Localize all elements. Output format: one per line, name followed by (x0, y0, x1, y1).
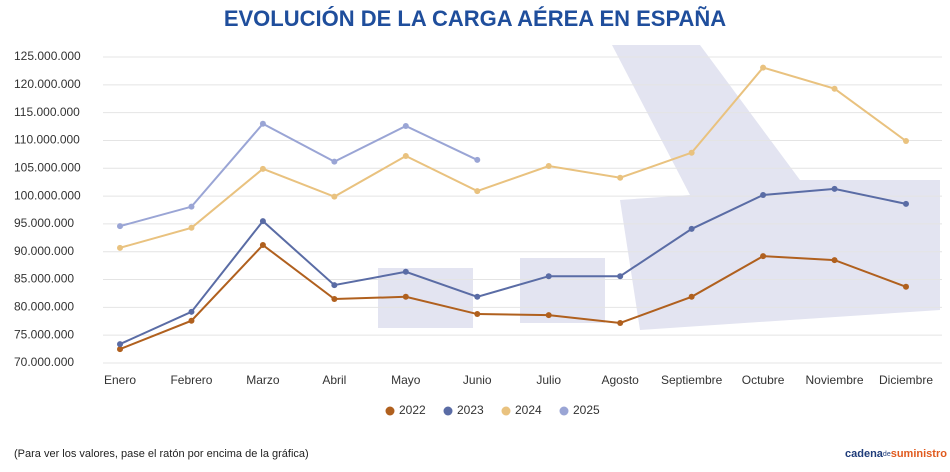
point (474, 311, 481, 318)
point (259, 120, 266, 127)
y-tick-label: 100.000.000 (14, 188, 81, 202)
x-tick-label: Junio (463, 373, 492, 387)
x-tick-label: Mayo (391, 373, 421, 387)
point (688, 149, 695, 156)
point (617, 319, 624, 326)
series-line (119, 122, 478, 228)
legend-label: 2025 (573, 403, 600, 417)
x-tick-label: Enero (104, 373, 136, 387)
point (760, 253, 767, 260)
point (831, 185, 838, 192)
x-tick-label: Agosto (602, 373, 640, 387)
x-tick-label: Diciembre (879, 373, 933, 387)
point (188, 203, 195, 210)
background-plane (378, 45, 940, 330)
x-tick-label: Marzo (246, 373, 280, 387)
point (259, 165, 266, 172)
point (903, 138, 909, 145)
y-tick-label: 105.000.000 (14, 160, 81, 174)
point (331, 193, 338, 200)
series-line (119, 66, 907, 249)
point (903, 283, 909, 290)
x-tick-label: Julio (536, 373, 561, 387)
chart-title: EVOLUCIÓN DE LA CARGA AÉREA EN ESPAÑA (224, 6, 726, 31)
y-tick-label: 80.000.000 (14, 300, 74, 314)
y-tick-label: 115.000.000 (14, 105, 80, 119)
point (331, 296, 338, 303)
point (188, 308, 195, 315)
point (545, 273, 552, 280)
x-tick-label: Febrero (170, 373, 212, 387)
point (474, 293, 481, 300)
point (545, 312, 552, 319)
legend-label: 2024 (515, 403, 542, 417)
point (688, 225, 695, 232)
point (117, 244, 123, 251)
point (545, 163, 552, 170)
y-tick-label: 120.000.000 (14, 77, 81, 91)
point (760, 191, 767, 198)
legend-label: 2022 (399, 403, 426, 417)
point (402, 153, 409, 160)
brand-part: cadena (845, 448, 884, 460)
point (617, 174, 624, 181)
y-tick-label: 110.000.000 (14, 133, 80, 147)
x-tick-label: Abril (322, 373, 346, 387)
point (331, 158, 338, 165)
point (117, 223, 123, 230)
point (760, 64, 767, 71)
point (331, 282, 338, 289)
y-tick-label: 95.000.000 (14, 216, 74, 230)
point (831, 257, 838, 264)
point (402, 293, 409, 300)
legend-swatch (559, 406, 569, 416)
note: (Para ver los valores, pase el ratón por… (14, 448, 309, 460)
point (831, 85, 838, 92)
y-tick-label: 85.000.000 (14, 272, 74, 286)
point (188, 224, 195, 231)
y-tick-label: 75.000.000 (14, 327, 74, 341)
brand-part: suministro (891, 448, 948, 460)
point (688, 293, 695, 300)
point (402, 122, 409, 129)
series-line (119, 187, 907, 345)
x-tick-label: Octubre (742, 373, 785, 387)
point (402, 268, 409, 275)
point (474, 156, 481, 163)
point (474, 188, 481, 195)
legend-swatch (385, 406, 395, 416)
point (259, 218, 266, 225)
x-tick-label: Noviembre (806, 373, 864, 387)
y-tick-label: 90.000.000 (14, 244, 74, 258)
point (903, 200, 909, 207)
brand: cadenadesuministro (845, 448, 947, 460)
point (617, 273, 624, 280)
point (117, 346, 123, 353)
y-tick-label: 70.000.000 (14, 355, 74, 369)
point (188, 317, 195, 324)
point (259, 242, 266, 249)
series-line (119, 243, 907, 351)
legend-swatch (443, 406, 453, 416)
y-tick-label: 125.000.000 (14, 49, 81, 63)
point (117, 341, 123, 348)
x-tick-label: Septiembre (661, 373, 723, 387)
legend-label: 2023 (457, 403, 484, 417)
legend-swatch (501, 406, 511, 416)
brand-part: de (883, 451, 891, 458)
